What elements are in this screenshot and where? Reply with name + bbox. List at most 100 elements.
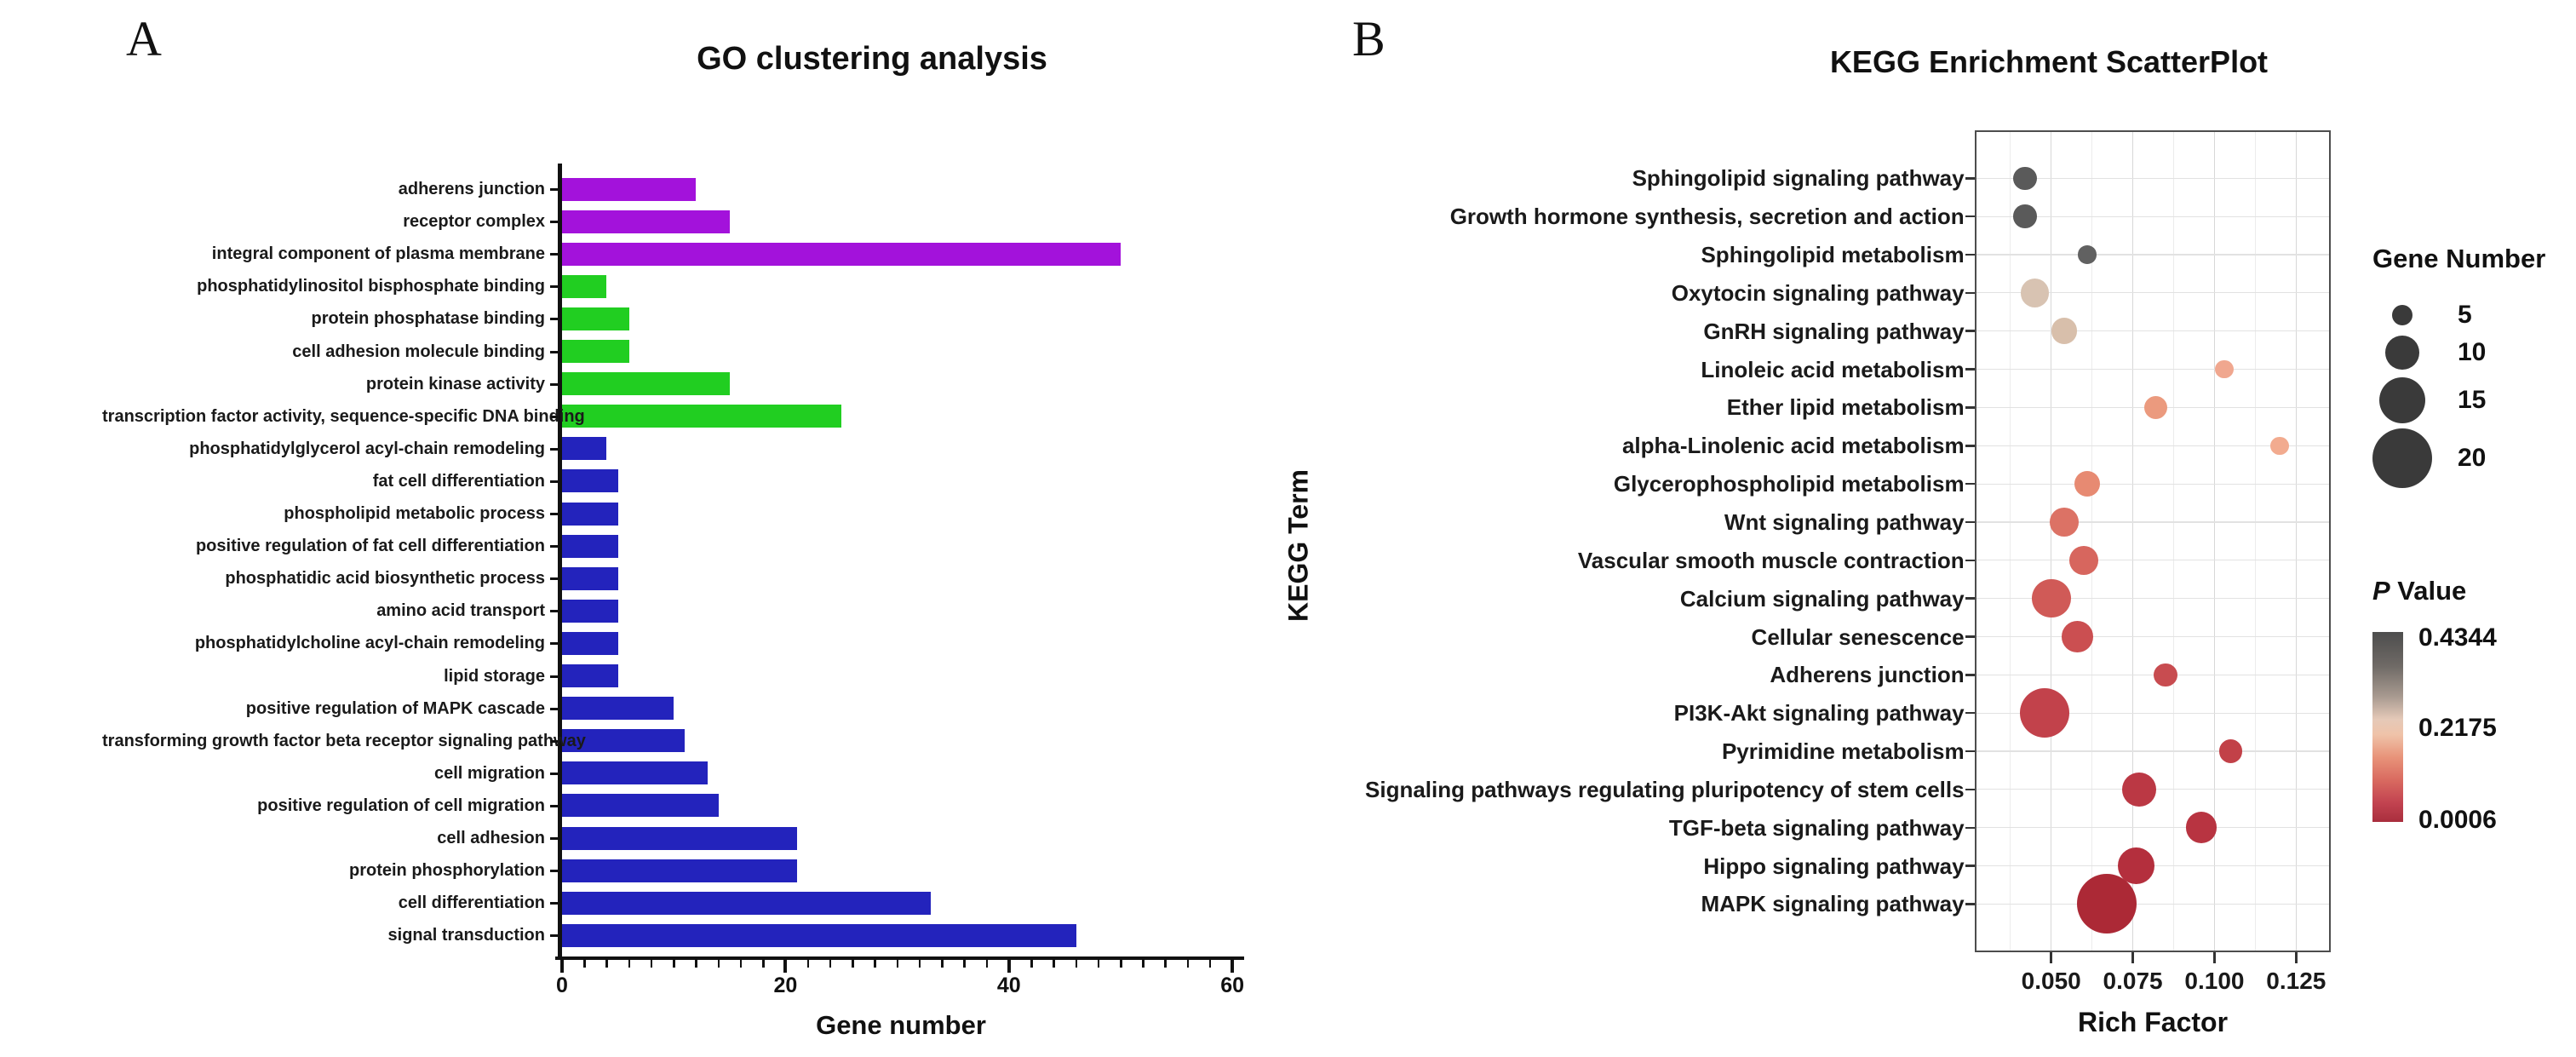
kegg-row-label: Growth hormone synthesis, secretion and … <box>1449 204 1965 230</box>
kegg-row-label: PI3K-Akt signaling pathway <box>1673 700 1965 727</box>
go-row-tick <box>550 642 558 646</box>
go-x-major-tick <box>1007 960 1011 973</box>
go-x-minor-tick <box>717 960 720 968</box>
kegg-data-point <box>2118 847 2154 884</box>
kegg-row-tick <box>1965 903 1975 905</box>
kegg-gridline-vertical-major <box>2050 132 2052 951</box>
p-value-top-label: 0.4344 <box>2418 623 2497 652</box>
kegg-row-tick <box>1965 597 1975 600</box>
gene-number-legend-label: 15 <box>2458 386 2487 414</box>
go-bar <box>562 826 797 850</box>
go-bar <box>562 923 1076 947</box>
go-row-tick <box>550 804 558 807</box>
kegg-data-point <box>2020 688 2069 738</box>
kegg-row-tick <box>1965 865 1975 867</box>
go-bar-label: fat cell differentiation <box>372 471 545 491</box>
go-bar-label: cell adhesion <box>437 829 545 847</box>
gene-number-legend-dot <box>2385 336 2419 370</box>
p-value-legend-title-p: P <box>2372 576 2390 606</box>
go-bar-label: protein kinase activity <box>365 374 545 394</box>
kegg-data-point <box>2076 874 2137 934</box>
kegg-gridline-horizontal <box>1976 368 2329 371</box>
go-x-tick-label: 20 <box>773 974 798 997</box>
kegg-gridline-vertical-minor <box>2254 132 2256 951</box>
kegg-row-label: Sphingolipid signaling pathway <box>1632 165 1965 192</box>
go-bar-label: adherens junction <box>398 180 545 198</box>
kegg-gridline-horizontal <box>1976 215 2329 217</box>
go-x-minor-tick <box>762 960 765 968</box>
go-x-minor-tick <box>1120 960 1122 968</box>
kegg-gridline-vertical-major <box>2295 132 2298 951</box>
go-bar-label: phosphatidic acid biosynthetic process <box>225 569 545 589</box>
go-row-tick <box>550 382 558 386</box>
go-x-minor-tick <box>941 960 944 968</box>
go-x-minor-tick <box>896 960 899 968</box>
kegg-row-label: Hippo signaling pathway <box>1703 853 1965 879</box>
kegg-gridline-horizontal <box>1976 292 2329 294</box>
kegg-row-tick <box>1965 635 1975 638</box>
go-row-tick <box>550 772 558 775</box>
go-x-major-tick <box>783 960 788 973</box>
go-bar <box>562 891 931 915</box>
go-x-minor-tick <box>806 960 810 968</box>
go-bar <box>562 534 618 558</box>
go-row-tick <box>550 415 558 418</box>
kegg-x-tick <box>2131 951 2134 963</box>
go-x-minor-tick <box>1208 960 1212 968</box>
go-x-minor-tick <box>829 960 832 968</box>
kegg-data-point <box>2078 245 2097 264</box>
go-row-tick <box>550 675 558 678</box>
kegg-row-tick <box>1965 559 1975 562</box>
go-row-tick <box>550 513 558 515</box>
kegg-row-label: Pyrimidine metabolism <box>1721 738 1965 765</box>
kegg-row-tick <box>1965 406 1975 409</box>
go-bar-label: cell adhesion molecule binding <box>292 342 545 361</box>
kegg-gridline-horizontal <box>1976 254 2329 256</box>
kegg-data-point <box>2020 279 2050 307</box>
kegg-row-tick <box>1965 291 1975 295</box>
go-x-minor-tick <box>1186 960 1190 968</box>
go-row-tick <box>550 188 558 191</box>
kegg-row-label: TGF-beta signaling pathway <box>1668 814 1965 841</box>
kegg-x-tick-label: 0.125 <box>2266 967 2326 994</box>
go-bar <box>562 761 708 785</box>
kegg-row-tick <box>1965 215 1975 218</box>
kegg-gridline-vertical-major <box>2213 132 2216 951</box>
go-bar <box>562 729 686 753</box>
go-bar <box>562 340 629 363</box>
go-row-tick <box>550 739 558 743</box>
go-row-tick <box>550 837 558 840</box>
kegg-gridline-horizontal <box>1976 903 2329 905</box>
kegg-data-point <box>2270 436 2289 455</box>
go-row-tick <box>550 610 558 613</box>
go-bar <box>562 469 618 493</box>
kegg-gridline-horizontal <box>1976 445 2329 446</box>
kegg-row-tick <box>1965 482 1975 485</box>
kegg-row-label: alpha-Linolenic acid metabolism <box>1621 433 1965 459</box>
go-bar-label: signal transduction <box>387 926 545 945</box>
kegg-data-point <box>2050 508 2079 537</box>
go-bar <box>562 210 730 233</box>
kegg-row-tick <box>1965 788 1975 791</box>
go-row-tick <box>550 447 558 451</box>
panel-b-letter: B <box>1352 11 1386 66</box>
go-x-tick-label: 40 <box>996 974 1021 997</box>
kegg-row-label: Ether lipid metabolism <box>1726 394 1965 421</box>
kegg-data-point <box>2069 546 2098 575</box>
go-y-axis-line <box>558 164 562 956</box>
kegg-gridline-vertical-minor <box>2173 132 2175 951</box>
kegg-data-point <box>2051 318 2078 344</box>
kegg-x-tick <box>2295 951 2298 963</box>
kegg-data-point <box>2013 204 2037 228</box>
gene-number-legend-title: Gene Number <box>2372 244 2546 273</box>
go-x-minor-tick <box>918 960 921 968</box>
kegg-chart-title: KEGG Enrichment ScatterPlot <box>1829 44 2269 79</box>
kegg-row-label: Linoleic acid metabolism <box>1701 356 1965 382</box>
go-bar <box>562 566 618 590</box>
go-row-tick <box>550 285 558 289</box>
go-row-tick <box>550 934 558 938</box>
go-x-tick-label: 60 <box>1220 974 1245 997</box>
go-x-minor-tick <box>1164 960 1167 968</box>
kegg-gridline-horizontal <box>1976 598 2329 600</box>
